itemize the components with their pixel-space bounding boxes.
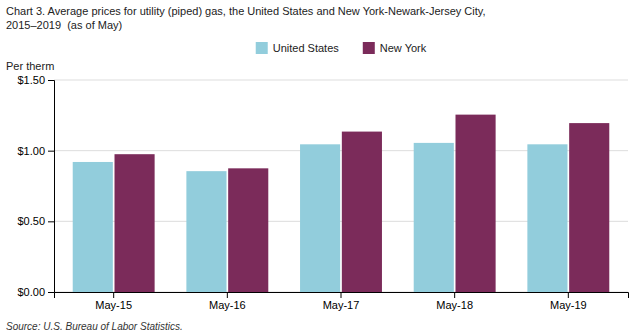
x-tick-label: May-15 xyxy=(95,299,132,311)
bar xyxy=(73,162,113,292)
bar xyxy=(455,115,495,292)
bars xyxy=(73,115,610,292)
chart-svg: Chart 3. Average prices for utility (pip… xyxy=(0,0,644,336)
y-axis: $0.00 $0.50 $1.00 $1.50 xyxy=(17,74,54,298)
legend: United States New York xyxy=(256,42,427,54)
annotation: Source: U.S. Bureau of Labor Statistics. xyxy=(6,321,183,332)
x-axis: May-15 May-16 May-17 May-18 May-19 xyxy=(55,292,629,311)
bar xyxy=(569,123,609,292)
y-tick: $0.50 xyxy=(17,215,54,227)
legend-item: United States xyxy=(256,42,340,54)
bar xyxy=(186,171,226,292)
grid-line xyxy=(54,80,628,81)
x-tick: May-17 xyxy=(323,292,360,311)
x-tick: May-19 xyxy=(550,292,587,311)
legend-swatch xyxy=(363,42,375,54)
x-tick-mark xyxy=(568,292,569,298)
bar xyxy=(527,144,567,292)
chart-container: Chart 3. Average prices for utility (pip… xyxy=(0,0,644,336)
y-axis-line xyxy=(48,81,55,293)
x-tick: May-18 xyxy=(436,292,473,311)
x-tick-label: May-16 xyxy=(209,299,246,311)
bar xyxy=(228,168,268,292)
y-tick: $0.00 xyxy=(17,286,54,298)
y-tick: $1.00 xyxy=(17,145,54,157)
x-tick: May-15 xyxy=(95,292,132,311)
legend-item: New York xyxy=(363,42,427,54)
x-axis-line xyxy=(55,293,629,299)
subtitle: 2015–2019 (as of May) xyxy=(6,19,122,31)
bar xyxy=(115,154,155,292)
title: Chart 3. Average prices for utility (pip… xyxy=(6,5,486,17)
grid xyxy=(54,80,628,292)
y-tick-label: $1.00 xyxy=(17,145,45,157)
x-tick-label: May-19 xyxy=(550,299,587,311)
x-tick-label: May-18 xyxy=(436,299,473,311)
y-tick-mark xyxy=(48,80,54,81)
x-tick-mark xyxy=(227,292,228,298)
legend-label: United States xyxy=(273,42,340,54)
x-tick-mark xyxy=(454,292,455,298)
y-tick-label: $0.50 xyxy=(17,215,45,227)
y-tick-label: $0.00 xyxy=(17,286,45,298)
bar xyxy=(414,143,454,292)
y-tick-mark xyxy=(48,151,54,152)
y-axis-label: Per therm xyxy=(6,60,54,72)
y-tick-label: $1.50 xyxy=(17,74,45,86)
x-tick: May-16 xyxy=(209,292,246,311)
bar xyxy=(342,132,382,292)
y-tick-mark xyxy=(48,292,54,293)
legend-swatch xyxy=(256,42,268,54)
x-tick-mark xyxy=(113,292,114,298)
bar-series xyxy=(115,115,610,292)
y-tick: $1.50 xyxy=(17,74,54,86)
x-tick-mark xyxy=(341,292,342,298)
legend-label: New York xyxy=(380,42,427,54)
x-tick-label: May-17 xyxy=(323,299,360,311)
y-tick-mark xyxy=(48,221,54,222)
bar xyxy=(300,144,340,292)
